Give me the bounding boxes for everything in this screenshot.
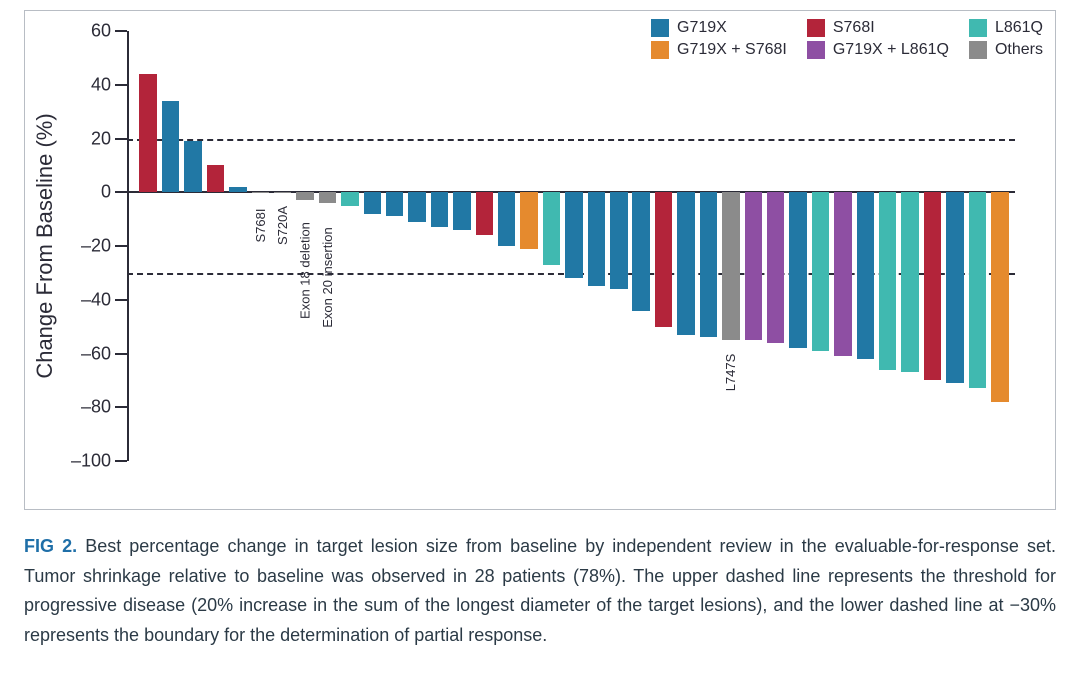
- waterfall-bar: [722, 192, 739, 340]
- waterfall-bar: [946, 192, 963, 383]
- y-tick: [115, 299, 127, 301]
- waterfall-bar: [677, 192, 694, 334]
- figure-caption-text: Best percentage change in target lesion …: [24, 536, 1056, 645]
- waterfall-bar: [408, 192, 425, 222]
- waterfall-bar: [924, 192, 941, 380]
- y-tick: [115, 460, 127, 462]
- bar-annotation: Exon 18 deletion: [298, 210, 313, 332]
- y-tick: [115, 191, 127, 193]
- y-tick: [115, 353, 127, 355]
- waterfall-bar: [341, 192, 358, 205]
- waterfall-bar: [857, 192, 874, 359]
- waterfall-bar: [229, 187, 246, 192]
- waterfall-bar: [745, 192, 762, 340]
- y-tick-label: 40: [91, 74, 111, 95]
- y-axis-label: Change From Baseline (%): [32, 113, 58, 378]
- bar-annotation: L747S: [723, 350, 738, 395]
- y-tick-label: 60: [91, 21, 111, 42]
- waterfall-bar: [364, 192, 381, 214]
- chart-frame: G719XS768IL861QG719X + S768IG719X + L861…: [24, 10, 1056, 510]
- y-tick-label: –20: [81, 236, 111, 257]
- waterfall-bar: [476, 192, 493, 235]
- waterfall-bar: [139, 74, 156, 192]
- y-tick: [115, 138, 127, 140]
- y-tick-label: –100: [71, 451, 111, 472]
- waterfall-bar: [274, 192, 291, 193]
- waterfall-bar: [700, 192, 717, 337]
- y-tick: [115, 30, 127, 32]
- waterfall-bar: [252, 192, 269, 193]
- waterfall-bar: [588, 192, 605, 286]
- y-tick: [115, 84, 127, 86]
- waterfall-bar: [162, 101, 179, 192]
- waterfall-bar: [812, 192, 829, 351]
- waterfall-bar: [319, 192, 336, 203]
- waterfall-bar: [543, 192, 560, 265]
- waterfall-bar: [834, 192, 851, 356]
- bar-annotation: S768I: [253, 203, 268, 248]
- waterfall-bar: [655, 192, 672, 326]
- waterfall-bar: [386, 192, 403, 216]
- figure-caption: FIG 2. Best percentage change in target …: [24, 532, 1056, 651]
- bar-annotation: S720A: [275, 203, 290, 248]
- y-tick-label: 0: [101, 182, 111, 203]
- chart-plot-area: Change From Baseline (%) –100–80–60–40–2…: [127, 31, 1015, 461]
- page-root: G719XS768IL861QG719X + S768IG719X + L861…: [0, 0, 1080, 693]
- waterfall-bar: [453, 192, 470, 230]
- waterfall-bar: [879, 192, 896, 369]
- waterfall-bar: [991, 192, 1008, 402]
- waterfall-bar: [296, 192, 313, 200]
- waterfall-bar: [520, 192, 537, 248]
- waterfall-bar: [184, 141, 201, 192]
- y-tick-label: –60: [81, 343, 111, 364]
- y-axis-line: [127, 31, 129, 461]
- waterfall-bar: [969, 192, 986, 388]
- waterfall-bar: [610, 192, 627, 289]
- waterfall-bar: [565, 192, 582, 278]
- y-tick-label: –40: [81, 289, 111, 310]
- waterfall-bar: [498, 192, 515, 246]
- waterfall-bar: [901, 192, 918, 372]
- waterfall-bar: [767, 192, 784, 343]
- y-tick: [115, 245, 127, 247]
- waterfall-bar: [207, 165, 224, 192]
- waterfall-bar: [431, 192, 448, 227]
- y-tick: [115, 406, 127, 408]
- waterfall-bar: [632, 192, 649, 310]
- y-tick-label: 20: [91, 128, 111, 149]
- y-tick-label: –80: [81, 397, 111, 418]
- figure-label: FIG 2.: [24, 536, 77, 556]
- waterfall-bar: [789, 192, 806, 348]
- bar-annotation: Exon 20 insertion: [320, 213, 335, 342]
- reference-line: [127, 139, 1015, 141]
